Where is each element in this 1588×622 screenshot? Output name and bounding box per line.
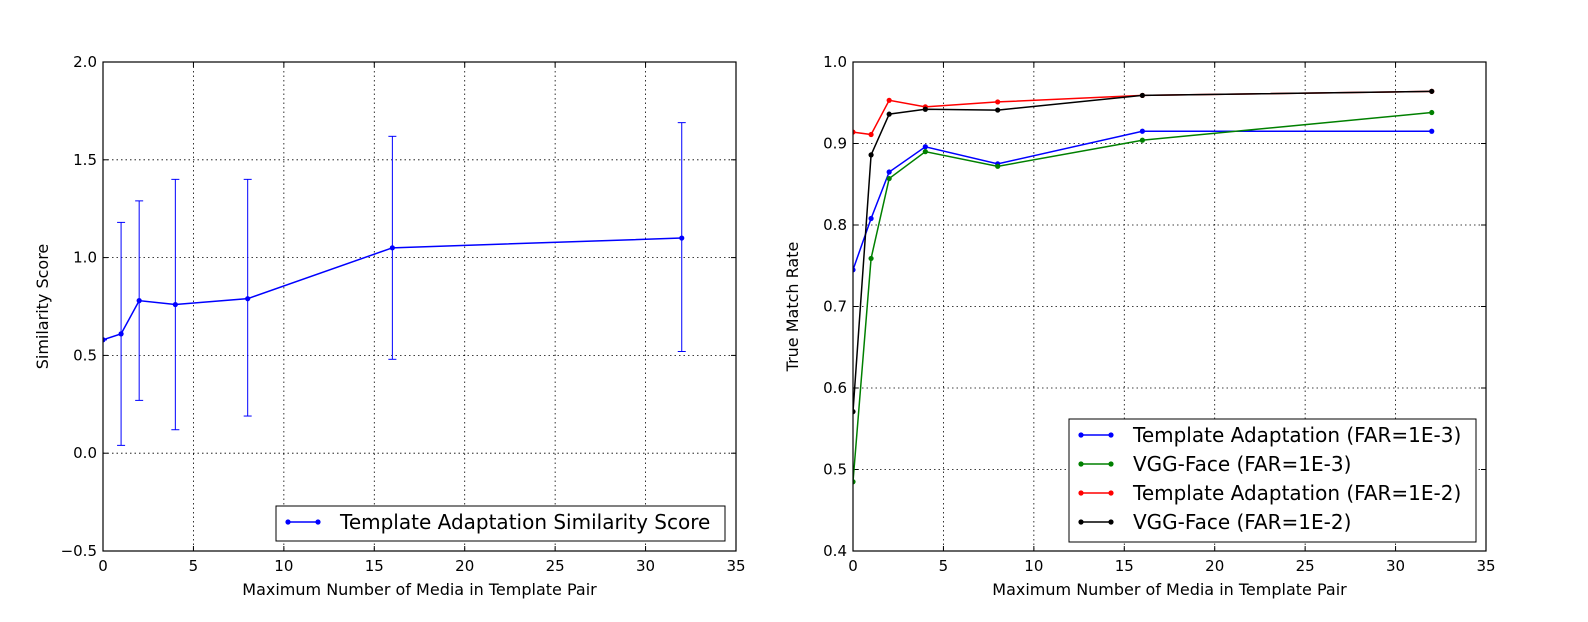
legend-swatch-marker [1078, 461, 1084, 467]
data-point [886, 97, 892, 103]
legend-swatch-marker [1108, 519, 1114, 525]
data-point [853, 479, 856, 485]
x-tick-label: 15 [1115, 557, 1134, 575]
data-point [1429, 88, 1435, 94]
data-point [172, 301, 178, 308]
data-point [922, 144, 928, 150]
plot-frame [852, 61, 1487, 552]
x-tick-label: 10 [1024, 557, 1043, 575]
x-tick-label: 5 [189, 557, 199, 575]
x-axis-label: Maximum Number of Media in Template Pair [242, 580, 597, 599]
legend-swatch-marker [1078, 519, 1084, 525]
x-tick-label: 0 [848, 557, 858, 575]
legend: Template Adaptation (FAR=1E-3) VGG-Face (… [1068, 418, 1477, 543]
x-tick-label: 15 [365, 557, 384, 575]
y-tick-label: 0.5 [73, 346, 97, 364]
x-tick-label: 35 [726, 557, 745, 575]
data-point [922, 106, 928, 112]
data-point [995, 99, 1001, 105]
similarity-score-chart: 0 5 10 15 20 25 30 35 −0.5 0.0 0.5 1.0 1.5 2.0 Maximum… [33, 53, 746, 599]
data-point [1429, 128, 1435, 134]
data-point [136, 298, 142, 304]
legend-entry-label: VGG-Face (FAR=1E-2) [1133, 510, 1351, 534]
data-point [389, 245, 395, 251]
data-point [868, 215, 874, 222]
x-tick-label: 25 [546, 557, 565, 575]
y-tick-label: 2.0 [73, 53, 97, 71]
y-tick-label: −0.5 [61, 542, 97, 560]
x-tick-label: 35 [1476, 557, 1495, 575]
legend-entry-label: VGG-Face (FAR=1E-3) [1133, 452, 1351, 476]
data-point [853, 409, 856, 415]
data-point [995, 163, 1001, 169]
true-match-rate-chart: 0 5 10 15 20 25 30 35 0.4 0.5 0.6 0.7 0.8 0.9 1.0 Maxim… [783, 53, 1496, 599]
data-point [1429, 109, 1435, 116]
y-tick-label: 0.4 [823, 542, 847, 560]
x-axis-label: Maximum Number of Media in Template Pair [992, 580, 1347, 599]
legend-entry-label: Template Adaptation Similarity Score [339, 510, 710, 534]
y-axis-label: Similarity Score [33, 244, 52, 370]
data-point [886, 111, 892, 117]
x-tick-label: 20 [1205, 557, 1224, 575]
legend-swatch-marker [1078, 432, 1084, 438]
data-point [995, 107, 1001, 113]
data-point [118, 331, 124, 337]
legend-entry-label: Template Adaptation (FAR=1E-3) [1132, 423, 1461, 447]
data-point [886, 169, 892, 175]
y-tick-label: 0.0 [73, 444, 97, 462]
x-tick-label: 0 [98, 557, 108, 575]
x-tick-label: 10 [274, 557, 293, 575]
x-tick-label: 30 [636, 557, 655, 575]
legend-box [275, 505, 726, 542]
y-axis-label: True Match Rate [783, 242, 802, 373]
legend-swatch-marker [1108, 461, 1114, 467]
data-point [922, 149, 928, 155]
y-tick-label: 1.0 [73, 249, 97, 267]
legend-entry-label: Template Adaptation (FAR=1E-2) [1132, 481, 1461, 505]
data-point [1139, 128, 1145, 134]
x-tick-label: 5 [939, 557, 949, 575]
y-tick-label: 0.8 [823, 216, 847, 234]
legend-swatch-marker [1078, 490, 1084, 496]
legend-swatch-marker [1108, 490, 1114, 496]
plot-frame [102, 61, 737, 552]
plot-area [103, 122, 686, 446]
data-point [868, 152, 874, 158]
legend-swatch-marker [315, 519, 321, 525]
y-tick-label: 0.5 [823, 461, 847, 479]
legend-swatch-marker [285, 519, 291, 525]
y-tick-label: 0.6 [823, 379, 847, 397]
data-point [245, 296, 251, 302]
data-point [868, 255, 874, 262]
x-tick-label: 25 [1296, 557, 1315, 575]
data-point [1139, 137, 1145, 143]
x-tick-label: 30 [1386, 557, 1405, 575]
series-line [853, 130, 1432, 271]
data-point [868, 131, 874, 138]
legend-box [1068, 418, 1477, 543]
y-tick-label: 0.7 [823, 298, 847, 316]
data-point [679, 235, 685, 241]
data-point [1139, 92, 1145, 99]
legend: Template Adaptation Similarity Score [275, 505, 726, 542]
data-point [853, 267, 856, 273]
y-tick-label: 0.9 [823, 135, 847, 153]
plot-area [853, 88, 1435, 485]
y-tick-label: 1.0 [823, 53, 847, 71]
data-point [853, 129, 856, 135]
data-point [886, 175, 892, 182]
y-tick-label: 1.5 [73, 151, 97, 169]
data-point [103, 337, 106, 343]
x-tick-label: 20 [455, 557, 474, 575]
legend-swatch-marker [1108, 432, 1114, 438]
